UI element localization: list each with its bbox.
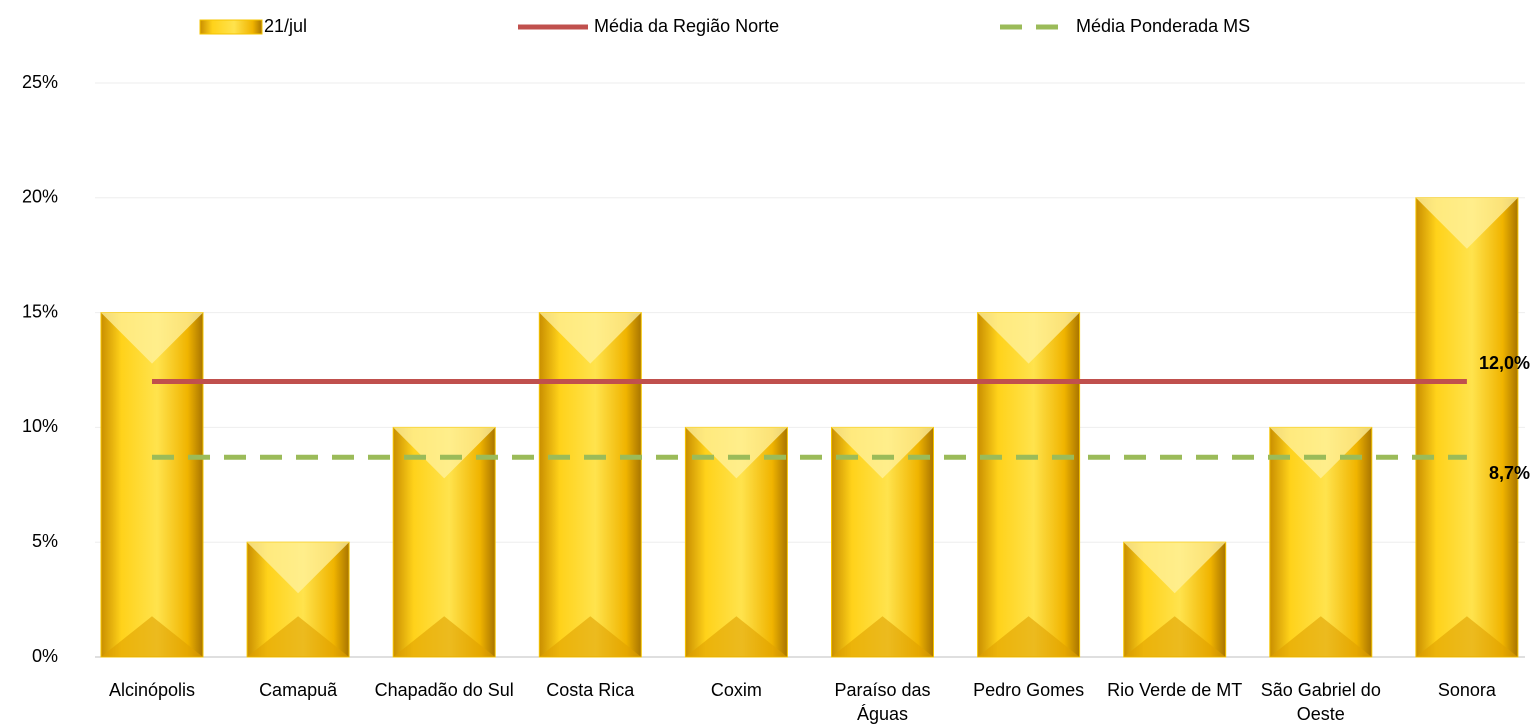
y-tick-label: 15% xyxy=(22,301,58,321)
x-tick-label: Camapuã xyxy=(259,680,338,700)
bar xyxy=(100,312,204,658)
bar-bevel xyxy=(1123,616,1226,657)
legend-label: Média da Região Norte xyxy=(594,16,779,36)
x-tick-label: São Gabriel do Oeste xyxy=(1260,680,1381,724)
data-label: 8,7% xyxy=(1489,463,1530,483)
bar-bevel xyxy=(101,616,203,657)
bar-bevel xyxy=(685,427,788,479)
bar-bevel xyxy=(539,312,642,364)
y-tick-label: 25% xyxy=(22,72,58,92)
bar xyxy=(538,312,642,658)
x-tick-label: Chapadão do Sul xyxy=(374,680,514,700)
bar xyxy=(977,312,1081,658)
y-tick-label: 5% xyxy=(32,531,58,551)
bar-bevel xyxy=(101,312,203,364)
bar-bevel xyxy=(831,616,934,657)
bar-bevel xyxy=(831,427,934,479)
bar-bevel xyxy=(247,542,350,594)
x-tick-label: Sonora xyxy=(1437,680,1496,700)
x-tick-label: Alcinópolis xyxy=(108,680,196,700)
bar-bevel xyxy=(393,427,496,479)
bar-bevel xyxy=(1123,542,1226,594)
legend-label: Média Ponderada MS xyxy=(1076,16,1250,36)
bar-bevel xyxy=(977,312,1080,364)
bar xyxy=(1415,197,1519,658)
bar-bevel xyxy=(977,616,1080,657)
bar-bevel xyxy=(1269,616,1372,657)
x-tick-label: Rio Verde de MT xyxy=(1107,680,1243,700)
legend-label: 21/jul xyxy=(264,16,307,36)
y-tick-label: 20% xyxy=(22,187,58,207)
x-tick-label: Coxim xyxy=(710,680,762,700)
bar-bevel xyxy=(1415,616,1518,657)
bar-bevel xyxy=(1415,197,1518,249)
y-tick-label: 10% xyxy=(22,416,58,436)
x-tick-label: Costa Rica xyxy=(546,680,635,700)
x-tick-label: Pedro Gomes xyxy=(973,680,1085,700)
bar-bevel xyxy=(685,616,788,657)
bar-bevel xyxy=(1269,427,1372,479)
x-tick-label: Paraíso das Águas xyxy=(834,680,931,724)
bar-bevel xyxy=(393,616,496,657)
bar-bevel xyxy=(539,616,642,657)
y-tick-label: 0% xyxy=(32,646,58,666)
legend-swatch xyxy=(199,19,263,35)
bar-bevel xyxy=(247,616,350,657)
data-label: 12,0% xyxy=(1479,353,1530,373)
